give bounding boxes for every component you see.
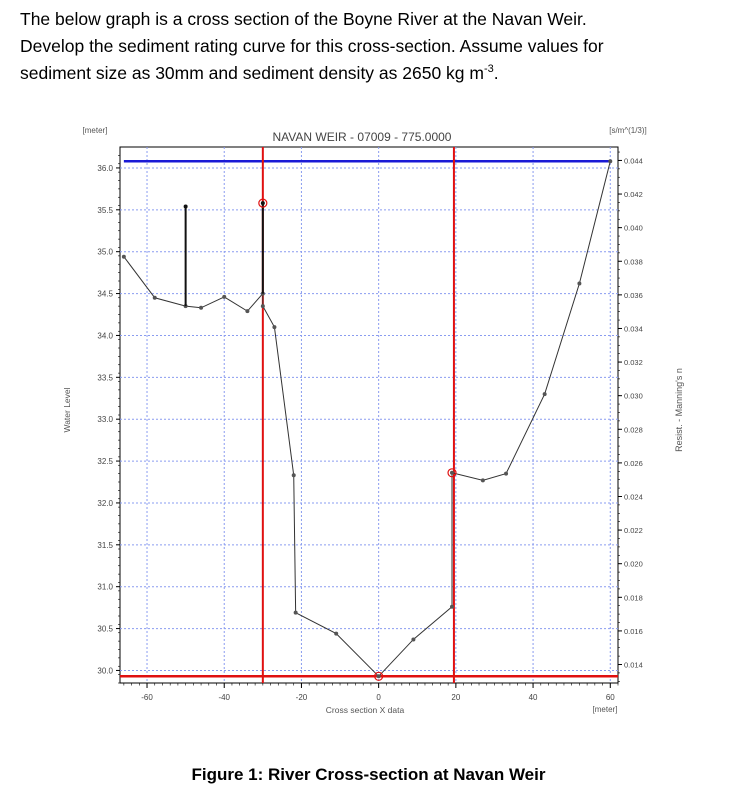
y2-unit-label: [s/m^(1/3)] bbox=[609, 126, 647, 135]
y-tick-label: 35.5 bbox=[97, 206, 113, 215]
question-line-3: sediment size as 30mm and sediment densi… bbox=[20, 60, 720, 87]
question-line-1: The below graph is a cross section of th… bbox=[20, 9, 587, 29]
question-line-2: Develop the sediment rating curve for th… bbox=[20, 36, 604, 56]
y2-tick-label: 0.014 bbox=[624, 661, 643, 670]
data-point bbox=[293, 610, 298, 615]
y2-tick-label: 0.038 bbox=[624, 257, 643, 266]
y-tick-label: 33.5 bbox=[97, 373, 113, 382]
plot-frame bbox=[119, 146, 619, 684]
y2-tick-label: 0.016 bbox=[624, 627, 643, 636]
y2-tick-label: 0.042 bbox=[624, 190, 643, 199]
data-point bbox=[222, 294, 227, 299]
structure-bar-top bbox=[260, 201, 265, 206]
x-tick-label: -20 bbox=[296, 693, 308, 702]
y2-tick-label: 0.028 bbox=[624, 425, 643, 434]
y2-tick-label: 0.024 bbox=[624, 492, 643, 501]
y2-tick-label: 0.040 bbox=[624, 224, 643, 233]
data-point bbox=[272, 325, 277, 330]
x-tick-label: 20 bbox=[451, 693, 460, 702]
question-line-3-end: . bbox=[493, 63, 499, 83]
figure-caption: Figure 1: River Cross-section at Navan W… bbox=[191, 765, 546, 784]
y2-tick-label: 0.030 bbox=[624, 392, 643, 401]
data-point bbox=[608, 159, 613, 164]
y-tick-label: 30.0 bbox=[97, 666, 113, 675]
data-point bbox=[152, 295, 157, 300]
y-tick-label: 32.5 bbox=[97, 457, 113, 466]
y-tick-label: 34.5 bbox=[97, 290, 113, 299]
data-point bbox=[291, 473, 296, 478]
y2-tick-label: 0.018 bbox=[624, 593, 643, 602]
structure-bar-top bbox=[183, 204, 188, 209]
marker-circle bbox=[258, 198, 268, 208]
data-point bbox=[260, 304, 265, 309]
question-exponent: -3 bbox=[483, 63, 494, 76]
x-unit-label: [meter] bbox=[593, 705, 618, 714]
y2-tick-label: 0.020 bbox=[624, 560, 643, 569]
data-point bbox=[450, 604, 454, 609]
data-point bbox=[376, 674, 381, 679]
x-tick-label: -40 bbox=[218, 693, 230, 702]
y2-tick-label: 0.034 bbox=[624, 324, 643, 333]
y2-tick-label: 0.022 bbox=[624, 526, 643, 535]
y2-axis-label: Resist. - Manning's n bbox=[674, 368, 684, 452]
x-axis-label: Cross section X data bbox=[326, 705, 405, 715]
data-point bbox=[504, 471, 509, 476]
data-point bbox=[334, 631, 339, 636]
y2-tick-label: 0.032 bbox=[624, 358, 643, 367]
y-tick-label: 31.0 bbox=[97, 583, 113, 592]
question-text: The below graph is a cross section of th… bbox=[20, 6, 720, 87]
data-point bbox=[411, 637, 416, 642]
plot-area: 30.0 30.5 31.0 31.5 32.0 32.5 33.0 33.5 34.0 34.5… bbox=[97, 146, 643, 702]
data-point bbox=[199, 305, 204, 310]
chart-title: NAVAN WEIR - 07009 - 775.0000 bbox=[273, 130, 452, 144]
question-line-3-text: sediment size as 30mm and sediment densi… bbox=[20, 63, 484, 83]
y-tick-label: 34.0 bbox=[97, 331, 113, 340]
y-tick-label: 32.0 bbox=[97, 499, 113, 508]
data-point bbox=[542, 392, 547, 397]
marker-circle bbox=[374, 671, 384, 681]
x-tick-label: 0 bbox=[376, 693, 381, 702]
x-tick-label: -60 bbox=[141, 693, 153, 702]
data-point bbox=[450, 470, 454, 475]
y-tick-label: 36.0 bbox=[97, 164, 113, 173]
data-point bbox=[577, 281, 582, 286]
y-tick-label: 30.5 bbox=[97, 625, 113, 634]
marker-circle bbox=[447, 468, 457, 478]
cross-section-chart: [meter] NAVAN WEIR - 07009 - 775.0000 [s… bbox=[62, 126, 684, 715]
y-tick-label: 33.0 bbox=[97, 415, 113, 424]
data-point bbox=[121, 254, 126, 259]
data-point bbox=[245, 309, 250, 314]
y-tick-label: 35.0 bbox=[97, 248, 113, 257]
x-tick-label: 40 bbox=[529, 693, 538, 702]
x-tick-label: 60 bbox=[606, 693, 615, 702]
y-unit-label: [meter] bbox=[83, 126, 108, 135]
y2-tick-label: 0.026 bbox=[624, 459, 643, 468]
y-axis-label: Water Level bbox=[62, 387, 72, 432]
data-point bbox=[480, 478, 485, 483]
y-tick-label: 31.5 bbox=[97, 541, 113, 550]
y2-tick-label: 0.044 bbox=[624, 156, 643, 165]
y2-tick-label: 0.036 bbox=[624, 291, 643, 300]
